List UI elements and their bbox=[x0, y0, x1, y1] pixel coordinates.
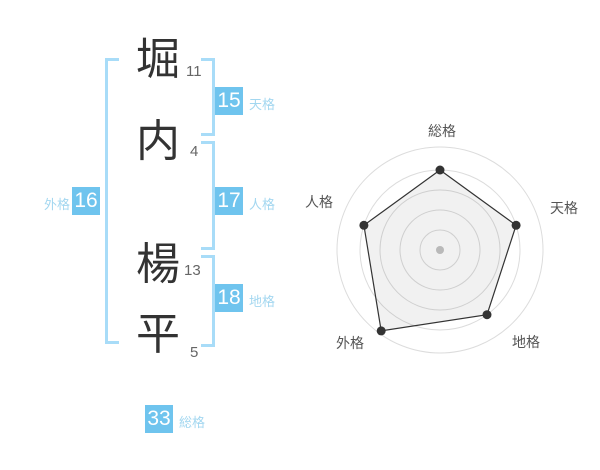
stroke-count-2: 4 bbox=[190, 143, 199, 160]
gaikaku-value-badge: 16 bbox=[72, 187, 100, 215]
radar-grid-ring bbox=[379, 189, 501, 311]
name-char-3: 楊 bbox=[136, 239, 180, 290]
radar-axis-label: 天格 bbox=[550, 200, 578, 216]
radar-data-polygon bbox=[363, 169, 517, 332]
radar-axis-label: 総格 bbox=[428, 123, 456, 139]
stroke-count-1: 11 bbox=[186, 63, 202, 80]
radar-data-point bbox=[376, 326, 386, 336]
radar-axis-label: 人格 bbox=[305, 194, 333, 210]
tenkaku-label: 天格 bbox=[249, 97, 276, 112]
gaikaku-label: 外格 bbox=[43, 197, 70, 212]
jinkaku-value-badge: 17 bbox=[215, 187, 243, 215]
radar-grid-ring bbox=[399, 209, 481, 291]
gaikaku-bracket bbox=[105, 58, 119, 344]
jinkaku-label: 人格 bbox=[249, 197, 276, 212]
radar-axis-label: 外格 bbox=[336, 335, 364, 351]
radar-center-dot bbox=[436, 246, 444, 254]
radar-grid-ring bbox=[336, 146, 544, 354]
name-char-4: 平 bbox=[136, 309, 180, 360]
tenkaku-bracket bbox=[201, 58, 215, 136]
name-char-1: 堀 bbox=[136, 34, 180, 85]
chikaku-bracket bbox=[201, 255, 215, 347]
radar-data-point bbox=[482, 310, 492, 320]
soukaku-value-badge: 33 bbox=[145, 405, 173, 433]
radar-grid-ring bbox=[419, 229, 461, 271]
soukaku-label: 総格 bbox=[179, 415, 206, 430]
stroke-count-4: 5 bbox=[190, 344, 199, 361]
tenkaku-value-badge: 15 bbox=[215, 87, 243, 115]
radar-data-point bbox=[511, 220, 521, 230]
radar-data-point bbox=[359, 220, 369, 230]
chikaku-label: 地格 bbox=[249, 294, 276, 309]
radar-axis-label: 地格 bbox=[512, 334, 540, 350]
jinkaku-bracket bbox=[201, 141, 215, 250]
name-char-2: 内 bbox=[136, 116, 180, 167]
stroke-count-3: 13 bbox=[184, 262, 201, 279]
chikaku-value-badge: 18 bbox=[215, 284, 243, 312]
radar-data-point bbox=[435, 165, 445, 175]
